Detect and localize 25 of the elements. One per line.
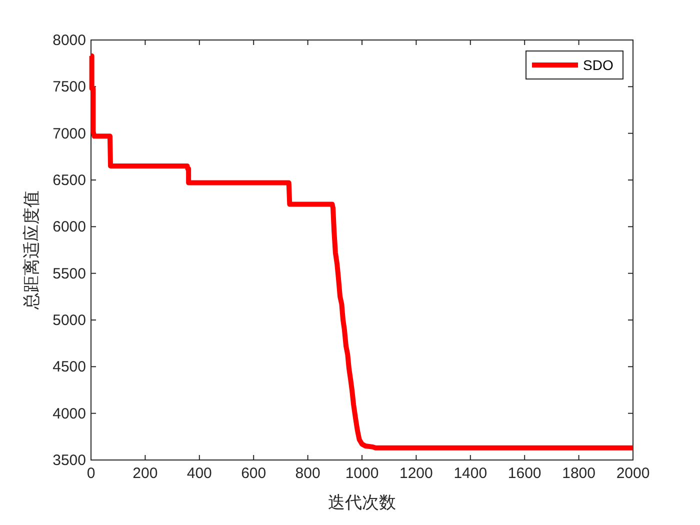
x-tick-label: 400 — [186, 465, 212, 482]
x-axis-title: 迭代次数 — [328, 493, 396, 512]
x-tick-label: 800 — [295, 465, 320, 482]
x-tick-label: 2000 — [616, 465, 650, 482]
legend: SDO — [526, 50, 624, 80]
y-tick-label: 4000 — [52, 405, 86, 422]
y-axis-title: 总距离适应度值 — [22, 190, 41, 310]
y-tick-label: 4500 — [52, 358, 86, 376]
y-tick-label: 6000 — [52, 218, 86, 236]
x-tick-label: 0 — [86, 465, 96, 482]
x-tick-label: 1400 — [454, 465, 488, 482]
y-tick-label: 7000 — [52, 125, 86, 142]
x-tick-label: 200 — [132, 465, 158, 482]
legend-label: SDO — [583, 57, 614, 73]
x-tick-label: 1000 — [345, 465, 379, 482]
x-tick-label: 1800 — [562, 465, 596, 482]
y-tick-label: 5500 — [52, 265, 86, 282]
y-tick-label: 3500 — [52, 452, 86, 469]
x-tick-label: 1200 — [400, 465, 433, 482]
x-tick-label: 600 — [241, 465, 266, 482]
y-tick-label: 6500 — [52, 172, 86, 189]
y-tick-label: 7500 — [52, 78, 86, 96]
x-tick-label: 1600 — [508, 465, 542, 482]
y-tick-label: 8000 — [52, 32, 86, 49]
y-tick-label: 5000 — [52, 312, 86, 329]
